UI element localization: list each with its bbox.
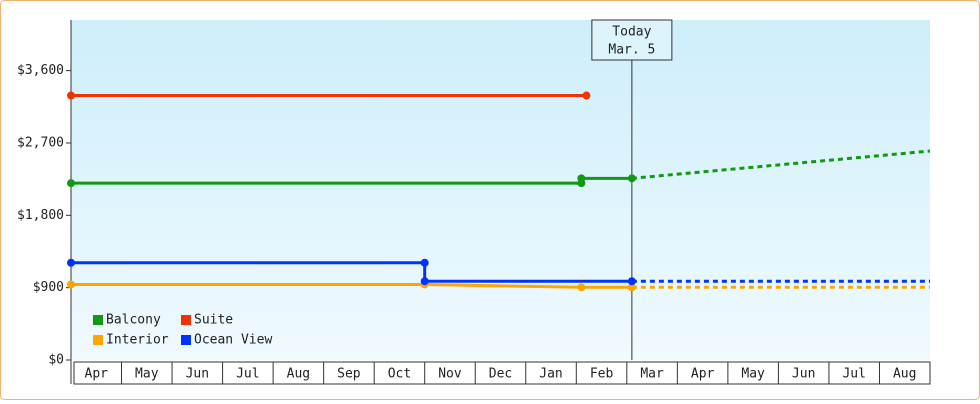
price-point (627, 283, 636, 292)
forecast-line (631, 149, 931, 180)
today-date: Mar. 5 (608, 43, 655, 58)
x-tick-label: Jun (792, 367, 815, 382)
legend-label: Interior (106, 333, 169, 348)
x-tick-label: Jul (236, 367, 259, 382)
plot-area (71, 20, 930, 360)
legend-label: Suite (194, 313, 233, 328)
y-tick-label: $900 (33, 280, 64, 295)
price-point (420, 277, 429, 286)
legend-label: Balcony (106, 313, 161, 328)
price-point (627, 174, 636, 183)
price-point (420, 258, 429, 267)
x-tick-label: Mar (640, 367, 664, 382)
x-tick-label: Sep (337, 367, 361, 382)
x-tick-label: Oct (388, 367, 411, 382)
x-tick-label: Jan (539, 367, 562, 382)
x-tick-label: Feb (590, 367, 614, 382)
price-point (67, 179, 75, 188)
price-point (577, 174, 586, 183)
legend-swatch (93, 335, 103, 345)
x-tick-label: Nov (438, 367, 462, 382)
x-tick-label: May (135, 367, 159, 382)
legend-swatch (181, 335, 191, 345)
legend-label: Ocean View (194, 333, 272, 348)
legend-swatch (181, 315, 191, 325)
y-tick-label: $2,700 (17, 135, 64, 150)
today-label: Today (612, 25, 651, 40)
x-tick-label: May (741, 367, 765, 382)
x-tick-label: Apr (691, 367, 715, 382)
price-point (67, 258, 75, 267)
price-point (627, 277, 636, 286)
x-tick-label: Aug (287, 367, 310, 382)
x-axis-band (73, 361, 931, 385)
price-point (577, 283, 586, 292)
y-tick-label: $1,800 (17, 208, 64, 223)
price-point (67, 280, 75, 289)
price-point (582, 91, 591, 100)
price-point (67, 91, 75, 100)
x-tick-label: Dec (489, 367, 512, 382)
price-line (71, 261, 632, 283)
x-tick-label: Aug (893, 367, 916, 382)
x-tick-label: Jun (186, 367, 209, 382)
x-tick-label: Apr (85, 367, 109, 382)
legend-swatch (93, 315, 103, 325)
price-line (71, 282, 632, 289)
y-tick-label: $0 (48, 353, 64, 368)
x-tick-label: Jul (842, 367, 865, 382)
y-tick-label: $3,600 (17, 63, 64, 78)
today-annotation: Today Mar. 5 (591, 19, 673, 61)
